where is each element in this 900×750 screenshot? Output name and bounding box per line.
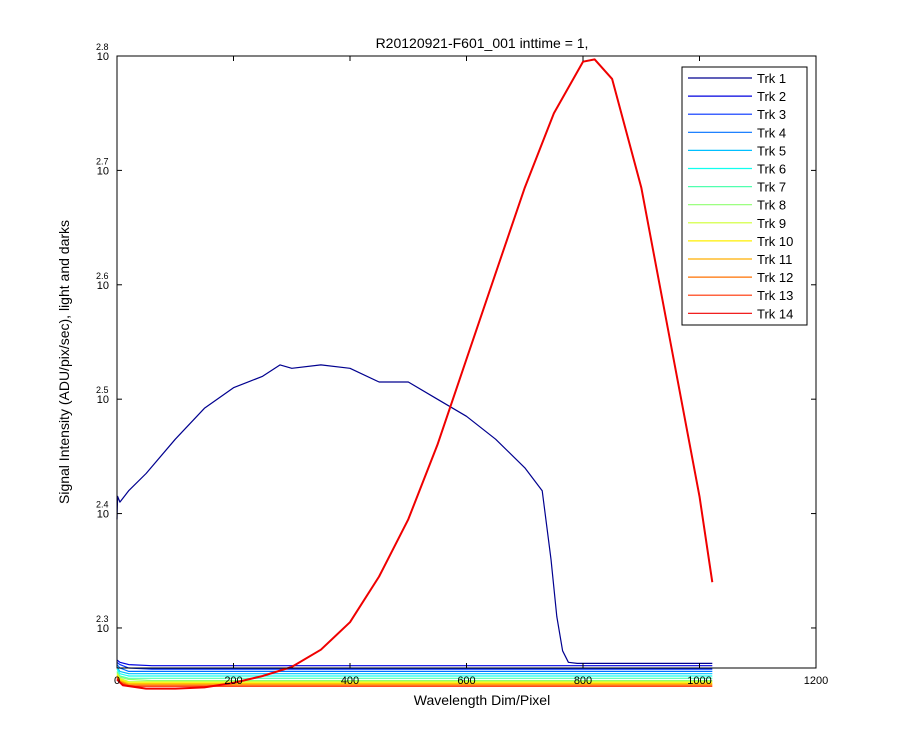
y-axis-label: Signal Intensity (ADU/pix/sec), light an… xyxy=(56,220,72,504)
legend-label-trk-8: Trk 8 xyxy=(757,198,786,213)
y-tick-label-base: 10 xyxy=(97,165,109,177)
chart-title: R20120921-F601_001 inttime = 1, xyxy=(376,35,589,51)
series-line-trk-14 xyxy=(116,58,714,690)
y-tick-label-base: 10 xyxy=(97,280,109,292)
x-tick-label: 1200 xyxy=(804,675,828,687)
legend-label-trk-6: Trk 6 xyxy=(757,162,786,177)
x-tick-label: 0 xyxy=(114,675,120,687)
y-tick-label-exponent: 2.6 xyxy=(96,271,109,281)
legend-label-trk-13: Trk 13 xyxy=(757,288,793,303)
x-tick-label: 1000 xyxy=(687,675,711,687)
y-tick-label-base: 10 xyxy=(97,394,109,406)
legend-label-trk-12: Trk 12 xyxy=(757,270,793,285)
y-tick-label-exponent: 2.8 xyxy=(96,42,109,52)
y-tick-label-base: 10 xyxy=(97,509,109,521)
series-line-trk-2 xyxy=(116,659,713,667)
y-tick-label-exponent: 2.5 xyxy=(96,385,109,395)
series-line-trk-1 xyxy=(116,364,713,665)
x-tick-label: 200 xyxy=(224,675,242,687)
legend-label-trk-3: Trk 3 xyxy=(757,107,786,122)
legend-label-trk-10: Trk 10 xyxy=(757,234,793,249)
y-tick-label-exponent: 2.4 xyxy=(96,500,109,510)
legend-label-trk-9: Trk 9 xyxy=(757,216,786,231)
legend-label-trk-2: Trk 2 xyxy=(757,89,786,104)
series-line-trk-11 xyxy=(116,675,713,685)
legend-label-trk-14: Trk 14 xyxy=(757,306,793,321)
x-axis-label: Wavelength Dim/Pixel xyxy=(414,692,550,708)
y-tick-label-base: 10 xyxy=(97,623,109,635)
legend-label-trk-5: Trk 5 xyxy=(757,143,786,158)
x-tick-label: 600 xyxy=(457,675,475,687)
y-tick-label-exponent: 2.7 xyxy=(96,156,109,166)
x-tick-label: 800 xyxy=(574,675,592,687)
x-axis: 0 200 400 600 800 1000 1200 xyxy=(114,56,828,687)
legend-label-trk-11: Trk 11 xyxy=(757,252,792,267)
legend-label-trk-1: Trk 1 xyxy=(757,71,786,86)
legend-box xyxy=(681,66,808,326)
series-line-trk-6 xyxy=(116,668,713,677)
legend-label-trk-4: Trk 4 xyxy=(757,125,786,140)
y-tick-label-exponent: 2.3 xyxy=(96,614,109,624)
y-tick-label-base: 10 xyxy=(97,51,109,63)
x-tick-label: 400 xyxy=(341,675,359,687)
legend-label-trk-7: Trk 7 xyxy=(757,180,786,195)
series-line-trk-9 xyxy=(116,673,713,683)
series-line-trk-10 xyxy=(116,674,713,684)
legend: Trk 1 Trk 2 Trk 3 Trk 4 Trk 5 Trk 6 Trk 7 Trk 8… xyxy=(681,66,808,326)
series-line-trk-4 xyxy=(116,664,713,673)
series-line-trk-5 xyxy=(116,666,713,675)
series-line-trk-7 xyxy=(116,671,713,679)
